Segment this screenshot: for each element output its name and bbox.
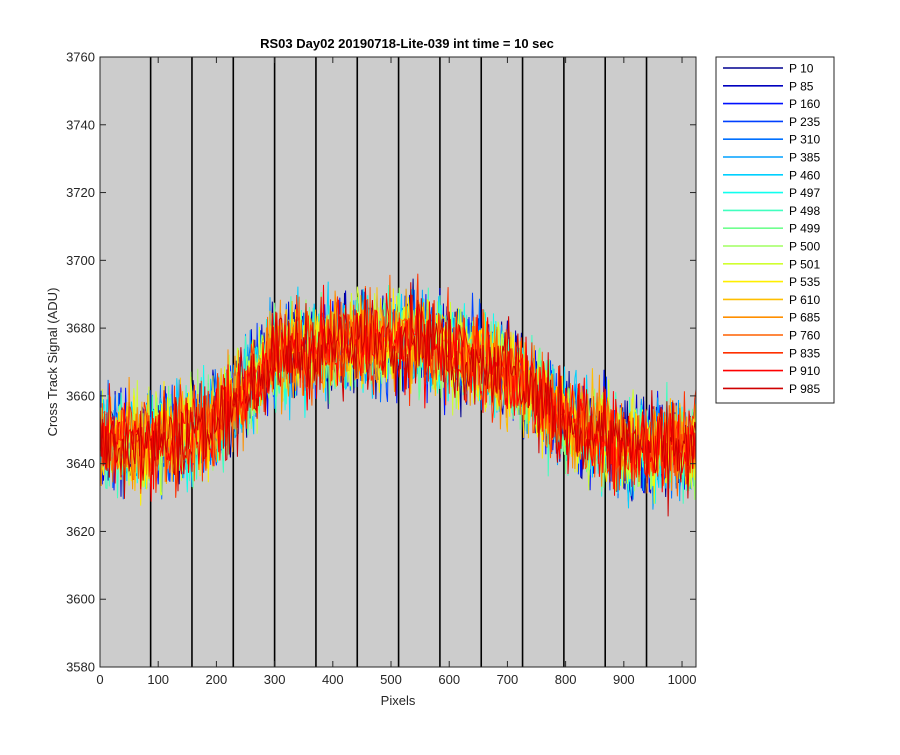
x-tick-label: 1000 [668, 672, 697, 687]
x-tick-label: 700 [497, 672, 519, 687]
legend-label: P 85 [789, 79, 814, 93]
y-tick-label: 3720 [66, 185, 95, 200]
x-tick-label: 0 [96, 672, 103, 687]
legend-label: P 160 [789, 97, 820, 111]
legend-label: P 685 [789, 311, 820, 325]
legend-label: P 610 [789, 293, 820, 307]
legend-label: P 500 [789, 240, 820, 254]
y-tick-label: 3760 [66, 50, 95, 65]
x-tick-label: 600 [438, 672, 460, 687]
legend-label: P 760 [789, 329, 820, 343]
legend-label: P 10 [789, 62, 814, 76]
x-axis-ticks: 0 100 200 300 400 500 600 700 800 900 1000 [96, 57, 696, 687]
legend-label: P 310 [789, 133, 820, 147]
y-tick-label: 3660 [66, 388, 95, 403]
legend-label: P 501 [789, 257, 820, 271]
x-tick-label: 800 [555, 672, 577, 687]
x-tick-label: 500 [380, 672, 402, 687]
y-tick-label: 3740 [66, 117, 95, 132]
x-tick-label: 400 [322, 672, 344, 687]
y-tick-label: 3580 [66, 660, 95, 675]
x-tick-label: 200 [206, 672, 228, 687]
legend-label: P 385 [789, 151, 820, 165]
legend-label: P 985 [789, 382, 820, 396]
legend-items: P 10 P 85 P 160 P 235 P 310 P 385 P 460 P 497 P … [723, 62, 820, 396]
legend-label: P 497 [789, 186, 820, 200]
legend-label: P 499 [789, 222, 820, 236]
series-line [99, 284, 697, 502]
x-tick-label: 300 [264, 672, 286, 687]
legend-label: P 498 [789, 204, 820, 218]
series-layer [99, 273, 697, 517]
legend-label: P 910 [789, 364, 820, 378]
chart-title: RS03 Day02 20190718-Lite-039 int time = … [260, 36, 554, 51]
legend: P 10 P 85 P 160 P 235 P 310 P 385 P 460 P 497 P … [715, 56, 835, 404]
x-tick-label: 100 [147, 672, 169, 687]
legend-label: P 535 [789, 275, 820, 289]
plot-frame [99, 56, 697, 668]
legend-label: P 235 [789, 115, 820, 129]
legend-label: P 835 [789, 346, 820, 360]
y-tick-label: 3700 [66, 253, 95, 268]
y-axis-label: Cross Track Signal (ADU) [45, 288, 60, 437]
y-tick-label: 3680 [66, 321, 95, 336]
x-tick-label: 900 [613, 672, 635, 687]
series-line [99, 282, 697, 517]
y-tick-label: 3620 [66, 524, 95, 539]
legend-label: P 460 [789, 168, 820, 182]
y-tick-label: 3640 [66, 456, 95, 471]
x-axis-label: Pixels [381, 693, 416, 708]
y-axis-ticks: 3580 3600 3620 3640 3660 3680 3700 3720 3740 3760 [66, 50, 696, 675]
y-tick-label: 3600 [66, 592, 95, 607]
legend-box [715, 56, 835, 404]
